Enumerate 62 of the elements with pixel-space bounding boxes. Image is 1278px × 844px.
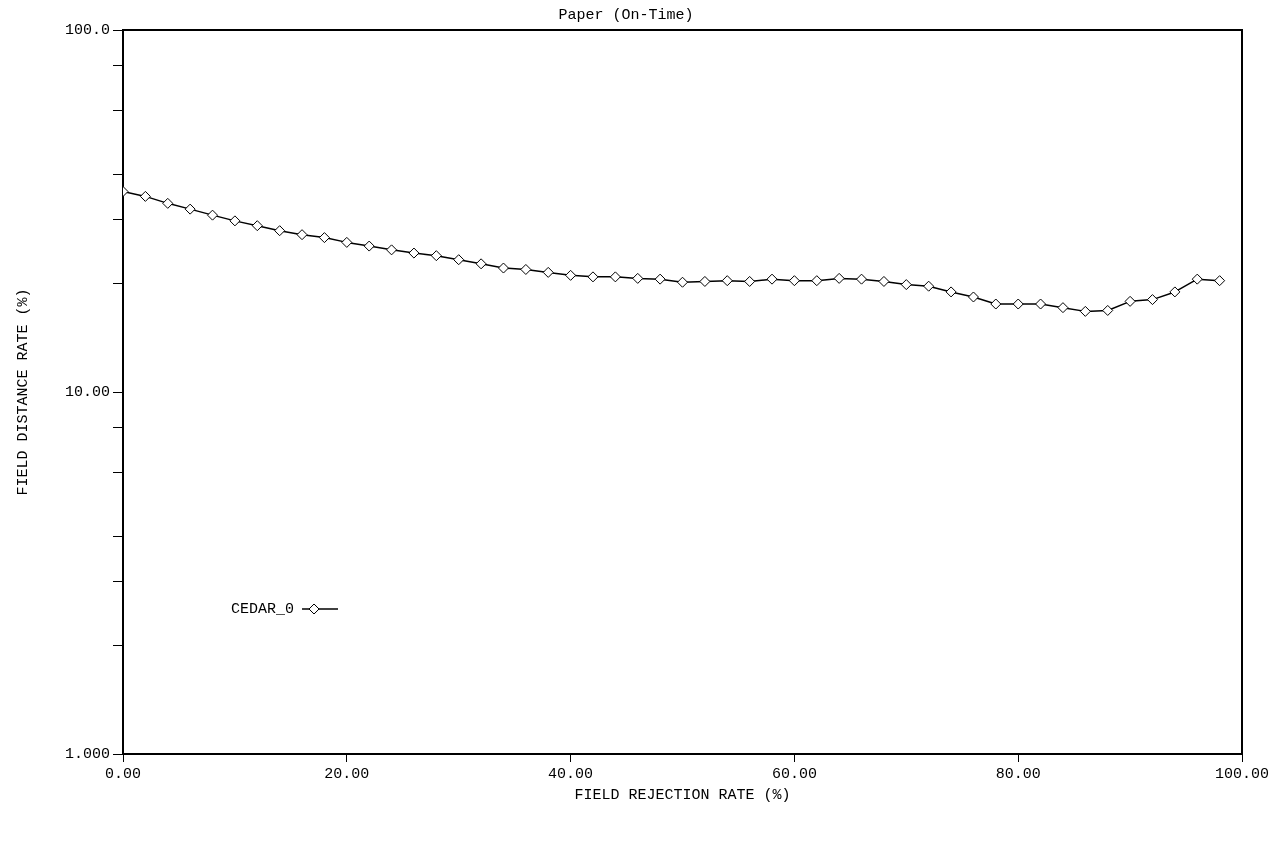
point <box>878 275 890 287</box>
point <box>945 286 957 298</box>
point <box>721 275 733 287</box>
x-tick-label: 80.00 <box>995 765 1041 783</box>
point <box>990 298 1002 310</box>
point <box>766 273 778 285</box>
y-tick-label: 10.00 <box>64 383 111 401</box>
x-axis-title: FIELD REJECTION RATE (%) <box>574 786 791 804</box>
point <box>744 275 756 287</box>
point <box>856 273 868 285</box>
point <box>386 244 398 256</box>
point <box>139 190 151 202</box>
point <box>1124 295 1136 307</box>
x-tick-label: 60.00 <box>771 765 817 783</box>
point <box>207 209 219 221</box>
legend-label: CEDAR_0 <box>231 600 295 618</box>
point <box>1146 294 1158 306</box>
point <box>251 220 263 232</box>
point <box>497 262 509 274</box>
point <box>520 263 532 275</box>
y-tick-label: 1.000 <box>64 745 111 763</box>
point <box>587 271 599 283</box>
point <box>609 271 621 283</box>
point <box>341 236 353 248</box>
point <box>632 272 644 284</box>
point <box>1191 273 1203 285</box>
point <box>229 215 241 227</box>
point <box>475 258 487 270</box>
point <box>1102 304 1114 316</box>
point <box>1057 302 1069 314</box>
point <box>923 280 935 292</box>
point <box>184 203 196 215</box>
chart-title: Paper (On-Time) <box>558 6 694 24</box>
point <box>453 254 465 266</box>
point <box>296 229 308 241</box>
point <box>408 247 420 259</box>
point <box>565 269 577 281</box>
y-axis-title: FIELD DISTANCE RATE (%) <box>14 288 32 496</box>
point <box>274 225 286 237</box>
point <box>654 273 666 285</box>
point <box>542 266 554 278</box>
point <box>363 240 375 252</box>
point <box>1012 298 1024 310</box>
point <box>788 275 800 287</box>
point <box>430 250 442 262</box>
x-tick-label: 20.00 <box>324 765 370 783</box>
point <box>811 275 823 287</box>
point <box>833 272 845 284</box>
point <box>1214 275 1226 287</box>
point <box>1035 298 1047 310</box>
x-tick-label: 0.00 <box>105 765 142 783</box>
point <box>699 275 711 287</box>
point <box>677 276 688 288</box>
point <box>318 232 330 244</box>
point <box>900 279 912 291</box>
y-tick-label: 100.0 <box>64 21 111 39</box>
point <box>162 197 174 209</box>
point <box>967 291 979 303</box>
x-tick-label: 100.00 <box>1214 765 1270 783</box>
point <box>1169 286 1181 298</box>
point <box>1079 305 1091 317</box>
x-tick-label: 40.00 <box>548 765 594 783</box>
